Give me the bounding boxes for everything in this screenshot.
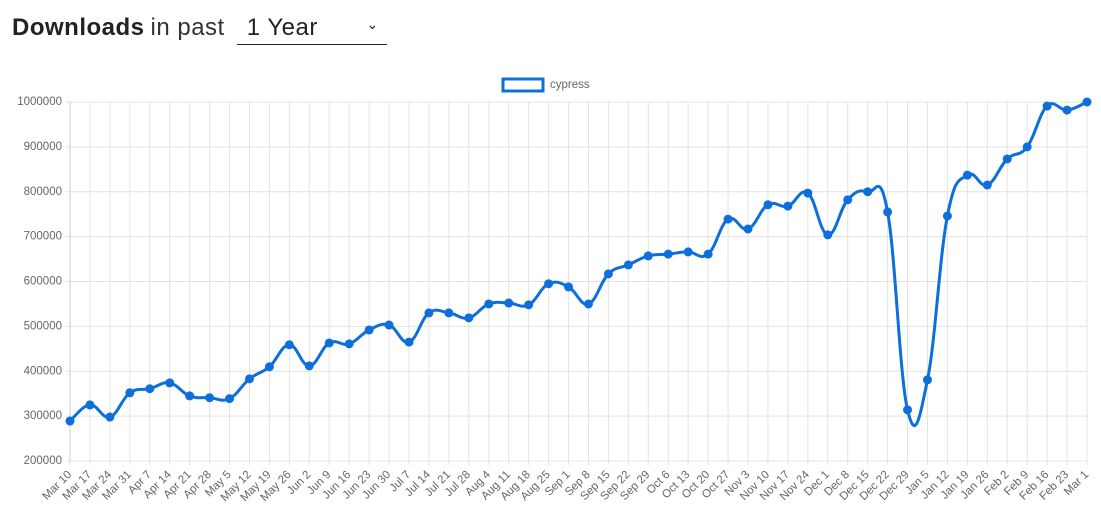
y-tick-label: 200000 — [24, 455, 62, 467]
select-value: 1 Year — [246, 14, 318, 41]
point — [504, 298, 514, 308]
point — [683, 247, 693, 257]
legend-label: cypress — [550, 79, 590, 91]
y-tick-label: 900000 — [24, 141, 62, 153]
point — [763, 200, 773, 210]
point — [225, 394, 235, 404]
point — [663, 249, 673, 259]
point — [1062, 105, 1072, 115]
point — [125, 388, 135, 398]
title: Downloads — [12, 14, 145, 41]
point — [85, 400, 95, 410]
period-select[interactable]: 1 Year ⌄ — [236, 14, 387, 45]
point — [942, 211, 952, 221]
point — [823, 230, 833, 240]
point — [564, 282, 574, 292]
point — [65, 416, 75, 426]
point — [105, 412, 115, 422]
subtitle: in past — [150, 14, 225, 41]
point — [903, 405, 913, 415]
point — [524, 300, 534, 310]
point — [703, 249, 713, 259]
point — [583, 299, 593, 309]
y-tick-label: 800000 — [24, 186, 62, 198]
point — [643, 251, 653, 261]
y-tick-label: 1000000 — [17, 96, 62, 108]
point — [803, 188, 813, 198]
y-tick-label: 300000 — [24, 410, 62, 422]
point — [145, 384, 155, 394]
point — [962, 170, 972, 180]
point — [603, 269, 613, 279]
y-tick-label: 700000 — [24, 231, 62, 243]
line — [68, 100, 1088, 427]
point — [1002, 154, 1012, 164]
point — [444, 308, 454, 318]
point — [384, 320, 394, 330]
point — [344, 339, 354, 349]
point — [544, 279, 554, 289]
point — [843, 195, 853, 205]
point — [863, 187, 873, 197]
point — [723, 214, 733, 224]
point — [1042, 101, 1052, 111]
y-tick-label: 600000 — [24, 276, 62, 288]
point — [883, 207, 893, 217]
point — [783, 201, 793, 211]
point — [244, 374, 254, 384]
point — [264, 362, 274, 372]
y-tick-label: 500000 — [24, 320, 62, 332]
point — [464, 313, 474, 323]
y-tick-label: 400000 — [24, 365, 62, 377]
point — [205, 393, 215, 403]
point — [364, 325, 374, 335]
point — [324, 338, 334, 348]
legend-swatch — [501, 77, 545, 93]
point — [743, 224, 753, 234]
point — [1082, 97, 1092, 107]
point — [185, 391, 195, 401]
point — [1022, 142, 1032, 152]
point — [404, 337, 414, 347]
point — [165, 378, 175, 388]
point — [484, 299, 494, 309]
point — [424, 308, 434, 318]
point — [284, 340, 294, 350]
point — [922, 375, 932, 385]
header: Downloads in past 1 Year ⌄ — [12, 14, 387, 45]
point — [623, 260, 633, 270]
point — [304, 361, 314, 371]
point — [982, 180, 992, 190]
